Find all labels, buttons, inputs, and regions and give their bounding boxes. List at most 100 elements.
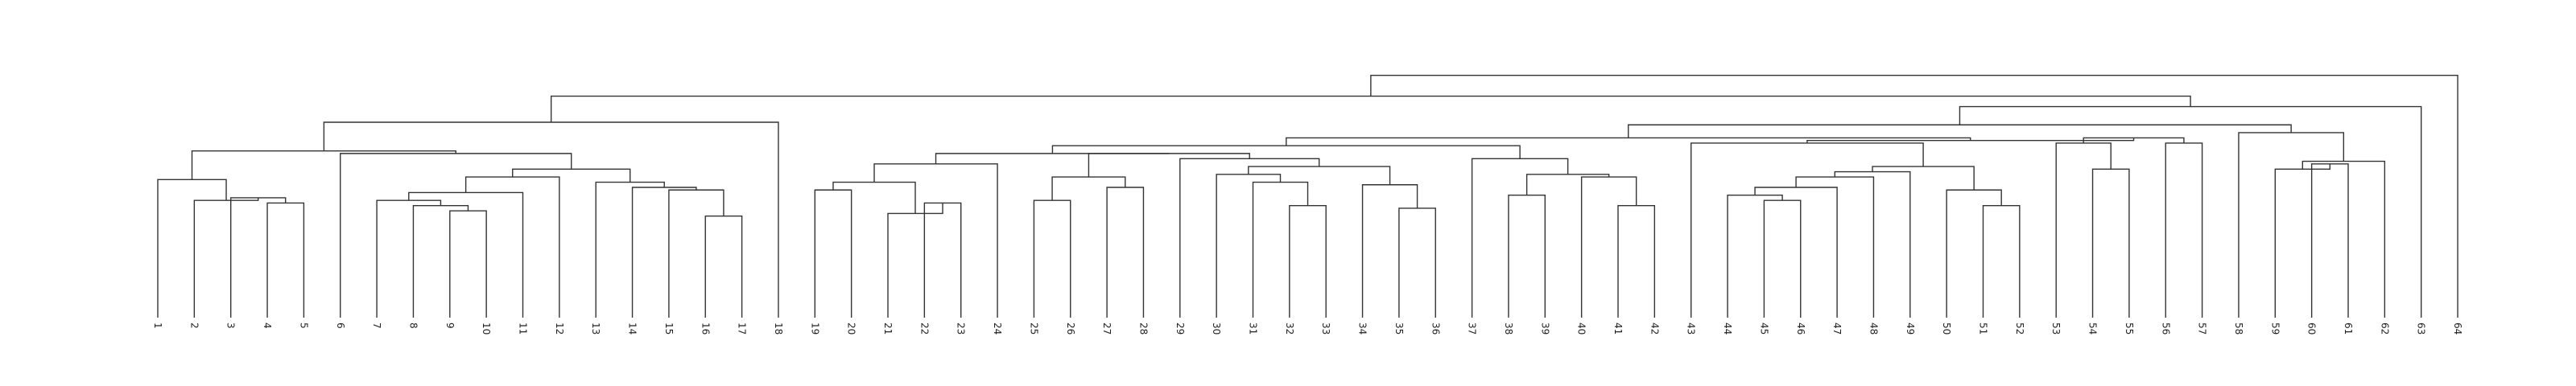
leaf-label: 31 bbox=[1248, 322, 1259, 335]
leaf-label: 63 bbox=[2416, 322, 2427, 335]
leaf-label: 37 bbox=[1467, 322, 1478, 335]
leaf-label: 43 bbox=[1686, 322, 1697, 335]
leaf-label: 42 bbox=[1649, 322, 1660, 335]
leaf-label: 64 bbox=[2452, 322, 2463, 335]
dendrogram-link bbox=[814, 189, 852, 318]
leaf-label: 48 bbox=[1868, 322, 1879, 335]
leaf-label: 22 bbox=[919, 322, 930, 335]
leaf-label: 60 bbox=[2306, 322, 2318, 335]
leaf-label: 14 bbox=[627, 322, 638, 335]
dendrogram-link bbox=[1033, 199, 1071, 318]
dendrogram-link bbox=[2310, 163, 2349, 318]
leaf-label: 21 bbox=[882, 322, 894, 335]
dendrogram-link bbox=[1051, 176, 1126, 201]
dendrogram-links bbox=[157, 74, 2458, 318]
leaf-label: 17 bbox=[737, 322, 748, 335]
dendrogram-link bbox=[1834, 170, 1911, 318]
leaf-label: 10 bbox=[481, 322, 492, 335]
dendrogram-link bbox=[1088, 153, 1250, 178]
dendrogram-link bbox=[266, 202, 305, 318]
dendrogram-link bbox=[668, 189, 724, 318]
leaf-label: 5 bbox=[298, 322, 309, 329]
dendrogram-link bbox=[412, 204, 469, 318]
dendrogram-link bbox=[887, 203, 943, 318]
leaf-label: 15 bbox=[663, 322, 675, 335]
leaf-label: 7 bbox=[371, 322, 382, 329]
leaf-label: 2 bbox=[188, 322, 200, 329]
leaf-label: 27 bbox=[1101, 322, 1113, 335]
dendrogram-link bbox=[1289, 204, 1327, 318]
dendrogram-link bbox=[512, 168, 631, 183]
dendrogram-link bbox=[1051, 145, 1521, 159]
leaf-label: 9 bbox=[444, 322, 456, 329]
leaf-label: 24 bbox=[992, 322, 1003, 335]
leaf-label: 34 bbox=[1357, 322, 1368, 335]
dendrogram-link bbox=[1946, 189, 2002, 318]
leaf-label: 40 bbox=[1576, 322, 1587, 335]
dendrogram-link bbox=[923, 202, 962, 318]
dendrogram-link bbox=[1628, 124, 2292, 138]
leaf-label: 4 bbox=[262, 322, 273, 329]
dendrogram-link bbox=[230, 197, 287, 318]
dendrogram-link bbox=[1763, 199, 1802, 318]
leaf-label: 23 bbox=[956, 322, 967, 335]
dendrogram-link bbox=[1617, 204, 1656, 318]
dendrogram-link bbox=[376, 199, 442, 318]
dendrogram-link bbox=[323, 121, 779, 318]
dendrogram-link bbox=[1370, 74, 2458, 318]
leaf-label: 57 bbox=[2197, 322, 2208, 335]
leaf-label: 45 bbox=[1758, 322, 1769, 335]
dendrogram-link bbox=[191, 150, 456, 180]
leaf-label: 1 bbox=[152, 322, 163, 329]
leaf-label: 6 bbox=[335, 322, 346, 329]
dendrogram-link bbox=[1727, 195, 1783, 318]
leaf-label: 28 bbox=[1137, 322, 1149, 335]
dendrogram-link bbox=[2238, 132, 2345, 318]
leaf-label: 44 bbox=[1722, 322, 1733, 335]
dendrogram-link bbox=[1872, 166, 1975, 191]
leaf-label: 20 bbox=[846, 322, 857, 335]
dendrogram-link bbox=[1959, 105, 2422, 318]
leaf-label: 12 bbox=[554, 322, 565, 335]
dendrogram-link bbox=[550, 95, 2191, 122]
leaf-label: 58 bbox=[2233, 322, 2244, 335]
dendrogram-link bbox=[2091, 168, 2130, 318]
dendrogram-link bbox=[631, 187, 697, 318]
leaf-label: 61 bbox=[2343, 322, 2354, 335]
dendrogram-link bbox=[1982, 204, 2021, 318]
leaf-label: 53 bbox=[2050, 322, 2062, 335]
leaf-label: 56 bbox=[2160, 322, 2171, 335]
leaf-label: 62 bbox=[2379, 322, 2390, 335]
leaf-label: 47 bbox=[1831, 322, 1843, 335]
leaf-label: 30 bbox=[1211, 322, 1222, 335]
leaf-labels: 1 2 3 4 5 6 7 8 9 10 11 12 13 14 15 16 17 18 19 20 21 22 23 24 2… bbox=[152, 322, 2463, 335]
dendrogram-link bbox=[1508, 195, 1546, 318]
dendrogram-link bbox=[449, 210, 487, 318]
leaf-label: 25 bbox=[1028, 322, 1039, 335]
dendrogram-link bbox=[704, 215, 743, 318]
dendrogram-link bbox=[1252, 181, 1309, 318]
leaf-label: 3 bbox=[225, 322, 237, 329]
leaf-label: 55 bbox=[2124, 322, 2135, 335]
leaf-label: 16 bbox=[700, 322, 711, 335]
leaf-label: 19 bbox=[809, 322, 820, 335]
dendrogram-link bbox=[464, 176, 560, 318]
dendrogram-link bbox=[873, 163, 998, 318]
leaf-label: 32 bbox=[1284, 322, 1295, 335]
leaf-label: 50 bbox=[1941, 322, 1952, 335]
leaf-label: 35 bbox=[1393, 322, 1405, 335]
dendrogram-link bbox=[2165, 142, 2203, 318]
dendrogram-link bbox=[2301, 160, 2386, 318]
dendrogram-link bbox=[1471, 158, 1569, 318]
leaf-label: 51 bbox=[1978, 322, 1989, 335]
leaf-label: 29 bbox=[1174, 322, 1186, 335]
dendrogram-link bbox=[2274, 163, 2331, 318]
leaf-label: 33 bbox=[1320, 322, 1331, 335]
leaf-label: 13 bbox=[590, 322, 601, 335]
dendrogram-link bbox=[1106, 187, 1145, 318]
leaf-label: 54 bbox=[2087, 322, 2099, 335]
dendrogram-link bbox=[340, 153, 572, 318]
leaf-label: 49 bbox=[1905, 322, 1916, 335]
leaf-label: 26 bbox=[1065, 322, 1076, 335]
